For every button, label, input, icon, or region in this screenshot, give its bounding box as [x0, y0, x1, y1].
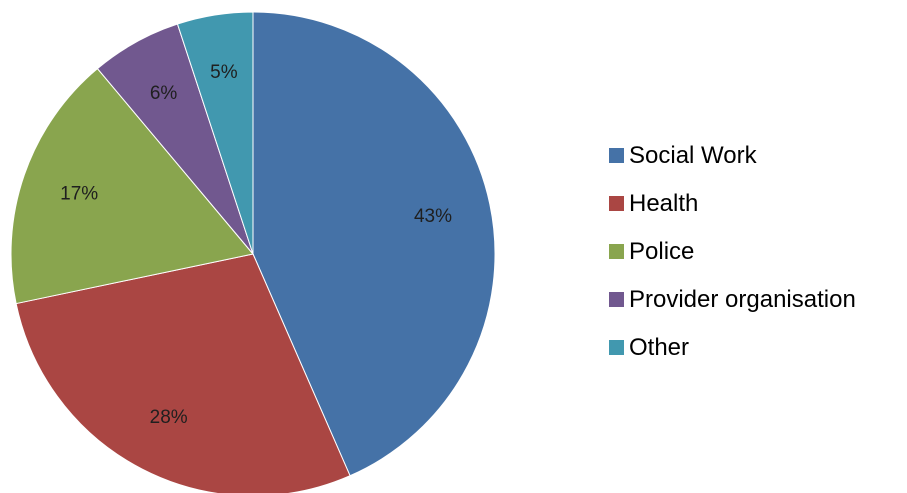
pie-slices: [10, 11, 496, 493]
pie-slice-social-work: [252, 11, 496, 477]
legend-swatch-health: [609, 196, 624, 211]
data-label-provider-organisation: 6%: [150, 83, 178, 104]
legend-label-other: Other: [629, 334, 689, 361]
pie-slice-labels: 43% 28% 17% 6% 5%: [60, 62, 452, 428]
pie-slice-health: [15, 253, 351, 493]
legend-swatch-police: [609, 244, 624, 259]
legend-label-social-work: Social Work: [629, 142, 758, 169]
legend-label-health: Health: [629, 190, 698, 217]
data-label-health: 28%: [150, 407, 188, 428]
pie-slice-police: [10, 67, 254, 305]
legend-label-provider-organisation: Provider organisation: [629, 286, 856, 313]
data-label-other: 5%: [210, 62, 238, 83]
legend-label-police: Police: [629, 238, 694, 265]
legend: Social Work Health Police Provider organisa…: [609, 142, 856, 361]
pie-slice-other: [176, 11, 254, 255]
legend-swatch-provider-organisation: [609, 292, 624, 307]
legend-swatch-social-work: [609, 148, 624, 163]
data-label-police: 17%: [60, 183, 98, 204]
data-label-social-work: 43%: [414, 206, 452, 227]
legend-swatch-other: [609, 340, 624, 355]
